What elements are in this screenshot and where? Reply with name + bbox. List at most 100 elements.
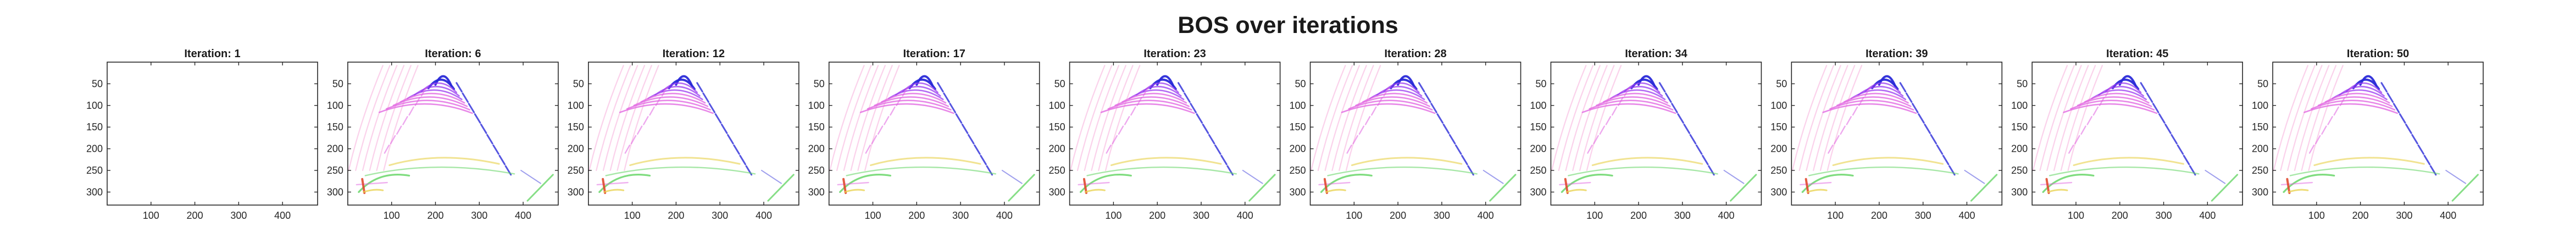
pink-streak [355,65,391,172]
flank-dash [624,145,630,154]
flank-dash [1677,113,1684,124]
y-tick-label: 150 [1289,121,1306,132]
subplot: Iteration: 45 100 200 300 400 50 100 150 200 250 3… [2011,48,2243,221]
flank-dash [2146,92,2153,103]
subplot: Iteration: 17 100 200 300 400 50 100 150 200 250 3… [808,48,1040,221]
subplot-title: Iteration: 6 [425,48,481,60]
flank-dash [1442,123,1450,134]
y-tick-label: 300 [1049,186,1065,197]
pink-streak [2287,65,2323,172]
shock-arc [1609,89,1666,101]
flank-dash [1930,134,1937,145]
axes-frame [347,62,559,206]
flank-dash [1184,92,1191,103]
right-edge [2211,174,2239,202]
pink-streak [609,65,646,172]
pink-streak [1091,65,1126,172]
flank-dash [1599,125,1605,135]
y-tick-label: 250 [1049,165,1065,176]
pink-streak [348,65,384,172]
subplot-title: Iteration: 28 [1384,48,1446,60]
pink-streak [2280,65,2316,172]
lower-band [2073,157,2184,167]
pink-streak [2294,65,2330,172]
axes-frame [828,62,1040,206]
pink-streak [1572,65,1608,172]
plot-area [1069,62,1280,205]
hot-spot [1564,178,1569,194]
flank-dash [1352,135,1358,145]
flank-dash [1202,123,1209,134]
subplot-title: Iteration: 12 [663,48,725,60]
hot-spot [363,189,384,193]
hot-spot [2288,189,2309,193]
hot-spot [1084,189,1106,193]
pink-streak [2039,65,2075,172]
subplot-title: Iteration: 50 [2347,48,2409,60]
shock-arc [887,89,944,101]
y-tick-label: 150 [86,121,103,132]
x-tick-label: 100 [624,210,641,221]
shock-arc [1589,100,1674,111]
flank-dash [1587,145,1593,154]
flank-dash [1371,106,1377,116]
flank-dash [1418,82,1425,93]
right-edge [1970,174,1998,202]
x-tick-label: 300 [952,210,969,221]
shock-arc [2063,103,2158,114]
flank-dash [384,145,390,154]
x-tick-label: 200 [908,210,925,221]
hot-spot [1323,178,1328,194]
shock-arc [1376,86,1423,97]
y-tick-label: 100 [568,100,584,111]
flank-dash [890,106,896,116]
axes-frame [2272,62,2484,206]
flank-dash [937,82,944,93]
y-tick-label: 300 [86,186,103,197]
y-tick-label: 100 [2252,100,2268,111]
shock-arc [379,103,473,114]
x-tick-label: 100 [1586,210,1603,221]
y-tick-label: 150 [1770,121,1787,132]
right-edge [1964,169,1985,184]
shock-arc [881,92,947,104]
bos-field [1551,65,1757,202]
shock-arc [2331,89,2388,101]
hot-spot [1325,189,1346,193]
flank-dash [2333,106,2339,116]
x-tick-label: 300 [471,210,487,221]
shock-arc [1829,100,1914,111]
hot-spot [1082,178,1087,194]
right-edge [1248,174,1276,202]
flank-dash [408,106,414,116]
flank-dash [1383,87,1389,97]
flank-dash [1124,116,1130,125]
y-tick-label: 50 [1776,78,1787,89]
flank-dash [1436,113,1444,124]
pink-streak [1317,65,1353,172]
shock-arc [867,100,952,111]
pink-streak [1098,65,1134,172]
hot-spot [843,189,865,193]
flank-dash [1840,125,1846,135]
pink-streak [1339,65,1374,172]
flank-dash [1828,145,1834,154]
pink-streak [362,65,398,172]
flank-dash [2392,103,2400,113]
pink-streak [1586,65,1622,172]
hot-spot [842,178,847,194]
y-tick-label: 250 [327,165,343,176]
shock-arc [1850,89,1907,101]
flank-dash [414,97,420,106]
shock-arc [1100,103,1195,114]
flank-dash [2074,135,2080,145]
lower-band [356,181,388,186]
flank-dash [1112,135,1118,145]
pink-streak [836,65,872,172]
y-tick-label: 200 [1049,143,1065,154]
flank-dash [480,123,487,134]
flank-dash [1671,103,1678,113]
lower-band [2040,181,2073,186]
x-tick-label: 200 [2352,210,2369,221]
x-tick-label: 100 [864,210,881,221]
